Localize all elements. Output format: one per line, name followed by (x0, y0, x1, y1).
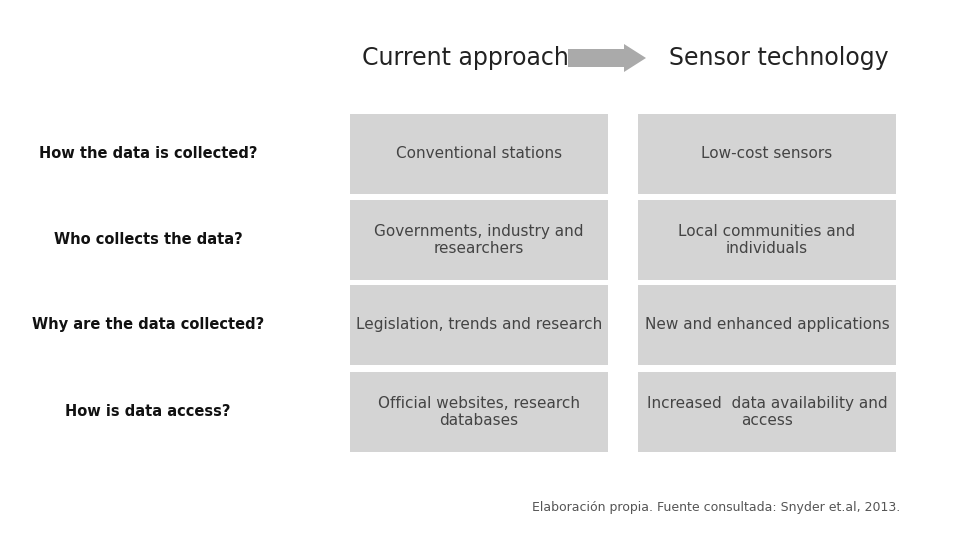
FancyBboxPatch shape (350, 200, 608, 280)
Text: Local communities and
individuals: Local communities and individuals (679, 224, 855, 256)
FancyBboxPatch shape (350, 372, 608, 452)
FancyBboxPatch shape (638, 200, 896, 280)
FancyBboxPatch shape (350, 285, 608, 365)
FancyBboxPatch shape (638, 285, 896, 365)
Text: New and enhanced applications: New and enhanced applications (644, 318, 889, 333)
Text: How the data is collected?: How the data is collected? (38, 146, 257, 161)
FancyBboxPatch shape (638, 372, 896, 452)
Text: Elaboración propia. Fuente consultada: Snyder et.al, 2013.: Elaboración propia. Fuente consultada: S… (532, 501, 900, 514)
Text: Who collects the data?: Who collects the data? (54, 233, 242, 247)
Text: Legislation, trends and research: Legislation, trends and research (356, 318, 602, 333)
Text: Current approach: Current approach (362, 46, 568, 70)
Text: How is data access?: How is data access? (65, 404, 230, 420)
Text: Governments, industry and
researchers: Governments, industry and researchers (374, 224, 584, 256)
Text: Why are the data collected?: Why are the data collected? (32, 318, 264, 333)
FancyArrow shape (568, 44, 646, 72)
Text: Official websites, research
databases: Official websites, research databases (378, 396, 580, 428)
Text: Low-cost sensors: Low-cost sensors (702, 146, 832, 161)
FancyBboxPatch shape (350, 114, 608, 194)
Text: Conventional stations: Conventional stations (396, 146, 562, 161)
FancyBboxPatch shape (638, 114, 896, 194)
Text: Sensor technology: Sensor technology (669, 46, 889, 70)
Text: Increased  data availability and
access: Increased data availability and access (647, 396, 887, 428)
